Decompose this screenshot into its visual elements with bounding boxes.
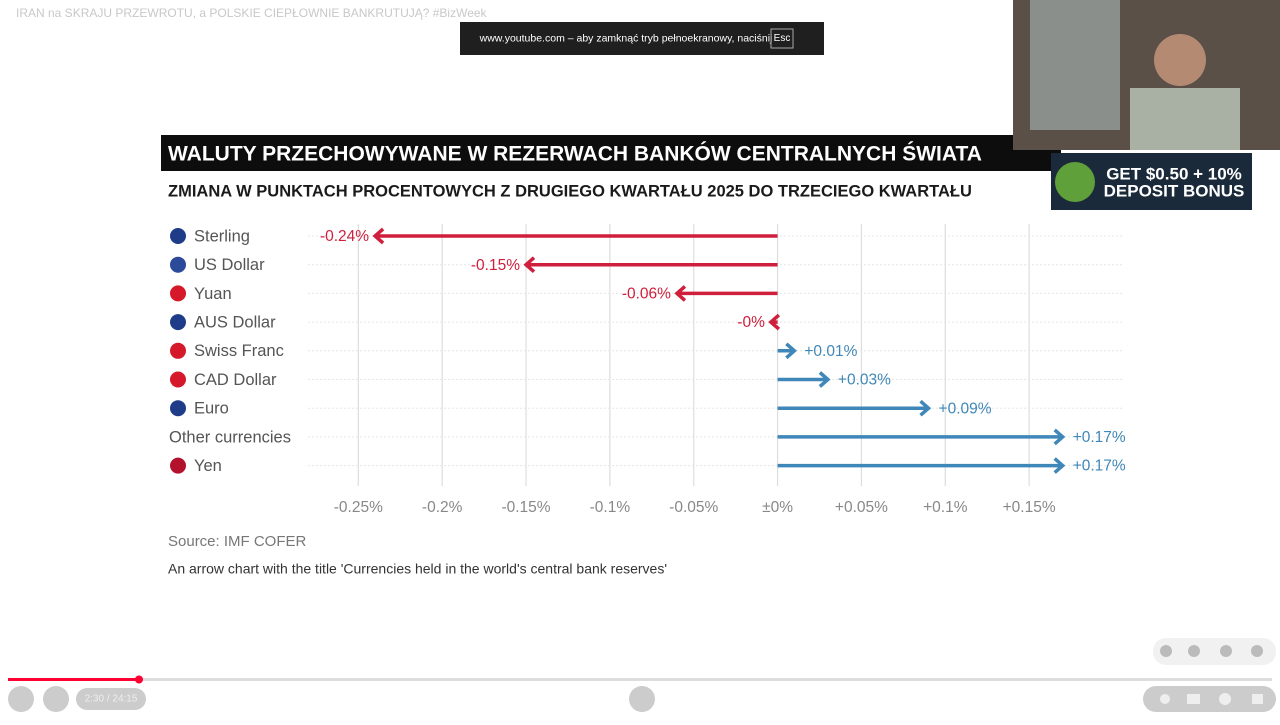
value-label: -0.06% [622,285,671,302]
video-title: IRAN na SKRAJU PRZEWROTU, a POLSKIE CIEP… [16,6,488,20]
arrow-head [523,256,536,274]
category-label: Yuan [194,285,232,303]
progress-track[interactable] [8,678,1272,681]
x-tick-label: +0.15% [1003,499,1056,516]
value-label: +0.03% [838,372,891,389]
flag-icon [170,342,186,359]
subtitles-button[interactable] [1187,694,1200,704]
webcam-shirt [1130,88,1240,150]
chart-subtitle: ZMIANA W PUNKTACH PROCENTOWYCH Z DRUGIEG… [168,182,972,200]
flag-icon [170,228,186,244]
flag-icon [170,457,186,474]
arrow-head [674,285,687,302]
arrow-head [1053,457,1066,474]
ad-line: GET $0.50 + 10% [1106,164,1242,183]
value-label: +0.17% [1073,458,1126,475]
plot: -0.25% -0.2% -0.15% -0.1% -0.05% ±0% +0.05% +0.… [169,224,1126,516]
category-label: Swiss Franc [194,342,284,360]
category-label: Sterling [194,227,250,245]
play-pause-button[interactable] [8,686,34,712]
autoplay-toggle[interactable] [1160,694,1170,704]
x-tick-label: +0.05% [835,499,888,516]
fullscreen-notice [460,22,824,55]
arrow-head [785,342,798,360]
x-tick-label: ±0% [762,499,793,516]
volume-button[interactable] [43,686,69,712]
x-tick-label: -0.2% [422,499,463,516]
esc-key: Esc [774,33,791,44]
dislike-button[interactable] [1188,645,1200,657]
arrow-head [1053,428,1066,446]
value-label: -0.15% [471,257,520,274]
arrow-head [919,399,932,417]
webcam-person [1154,34,1206,86]
x-tick-label: -0.1% [590,499,631,516]
esc-box [770,28,794,49]
progress-handle[interactable] [135,675,143,684]
progress-played [8,678,139,681]
arrow-head [818,371,831,388]
x-tick-label: -0.05% [669,499,718,516]
x-tick-label: -0.25% [334,499,383,516]
right-controls [1143,686,1276,712]
action-icons [1160,645,1263,657]
value-label: +0.01% [804,343,857,360]
x-tick-label: +0.1% [923,499,968,516]
category-label: US Dollar [194,256,265,274]
ad-line: DEPOSIT BONUS [1104,181,1245,200]
webcam-window [1030,0,1120,130]
value-label: +0.17% [1073,429,1126,446]
settings-button[interactable] [1219,693,1231,705]
title-band [161,135,1061,171]
value-label: -0% [737,314,765,331]
expand-button[interactable] [629,686,655,712]
flag-icon [170,256,186,273]
time-display: 2:30 / 24:15 [85,694,138,705]
caption: An arrow chart with the title 'Currencie… [168,561,667,577]
flag-icon [170,400,186,417]
share-button[interactable] [1251,645,1263,657]
action-bar [1153,638,1276,665]
comment-button[interactable] [1220,645,1232,657]
category-label: Other currencies [169,428,291,446]
chart-title: WALUTY PRZECHOWYWANE W REZERWACH BANKÓW … [168,142,982,166]
arrow-head [768,313,781,331]
category-label: Yen [194,457,222,475]
exit-fullscreen-button[interactable] [1252,694,1263,704]
arrow-head [372,227,385,245]
ad-mascot [1055,162,1095,202]
category-label: Euro [194,400,229,418]
flag-icon [170,371,186,388]
time-pill [76,688,146,710]
value-label: -0.24% [320,228,369,245]
x-tick-label: -0.15% [501,499,550,516]
flag-icon [170,314,186,331]
category-label: CAD Dollar [194,371,277,389]
flag-icon [170,285,186,302]
notice-text: www.youtube.com – aby zamknąć tryb pełno… [479,32,773,44]
value-label: +0.09% [939,400,992,417]
like-button[interactable] [1160,645,1172,657]
category-label: AUS Dollar [194,313,276,331]
source: Source: IMF COFER [168,533,307,550]
